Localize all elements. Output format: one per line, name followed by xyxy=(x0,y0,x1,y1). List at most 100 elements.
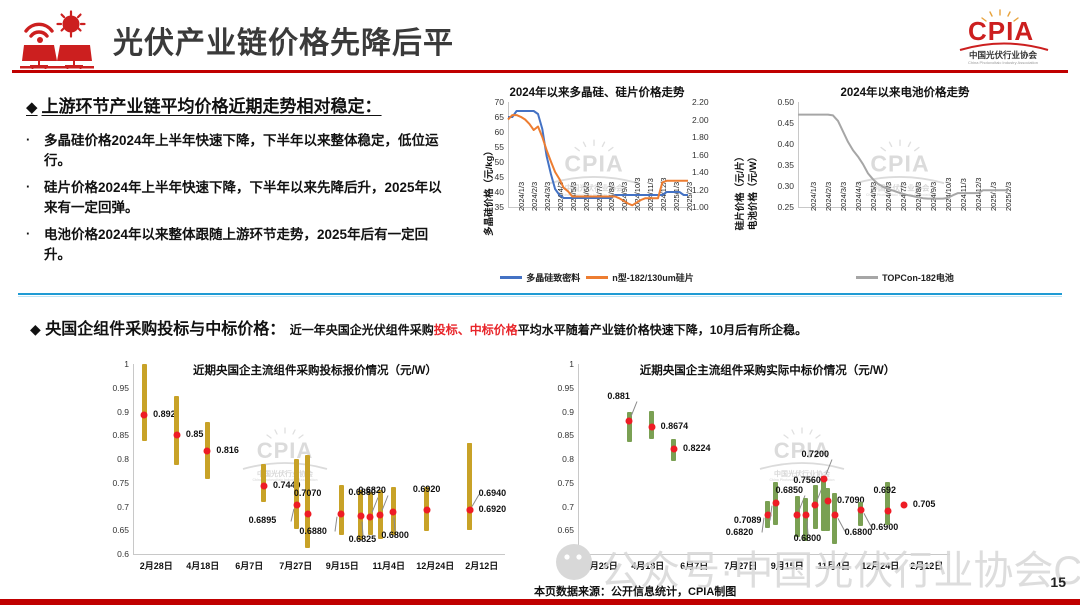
x-tick-label: 6月7日 xyxy=(680,561,709,571)
data-label-11: 0.6900 xyxy=(870,522,899,533)
label-leader-8 xyxy=(825,459,832,476)
data-label-6: 0.6800 xyxy=(793,532,822,543)
range-bar-6 xyxy=(338,485,344,535)
x-tick-label: 4月18日 xyxy=(631,561,665,571)
range-bar-0 xyxy=(141,364,147,441)
data-point-9 xyxy=(376,511,384,519)
y-tick-label: 0.25 xyxy=(777,202,794,212)
data-point-11 xyxy=(423,506,431,514)
legend-label-0: TOPCon-182电池 xyxy=(882,273,954,283)
wechat-watermark-icon xyxy=(556,544,592,580)
data-label-7: 0.6825 xyxy=(348,534,377,545)
chart-title: 近期央国企主流组件采购投标报价情况（元/W） xyxy=(192,365,438,377)
section-divider xyxy=(18,293,1062,295)
section1-bullet-2: · 硅片价格2024年上半年快速下降，下半年以来先降后升，2025年以来有一定回… xyxy=(26,178,448,217)
data-label-1: 0.85 xyxy=(185,429,204,440)
cpia-logo: CPIA 中国光伏行业协会 China Photovoltaic Industr… xyxy=(938,6,1068,66)
chart-cell-price: 2024年以来电池价格走势 电池价格（元/W） CPIA 中国光伏行业协会 Chin… xyxy=(740,84,1070,284)
line-series-0 xyxy=(798,113,1008,200)
y2-tick-label: 1.60 xyxy=(692,149,709,160)
x-tick-label: 12月24日 xyxy=(416,561,455,571)
section1-bullet-2-text: 硅片价格2024年上半年快速下降，下半年以来先降后升，2025年以来有一定回弹。 xyxy=(44,180,442,215)
y-tick-label: 1 xyxy=(569,359,574,369)
data-point-4 xyxy=(772,499,780,507)
x-tick-label: 7月27日 xyxy=(724,561,758,571)
y-tick-label: 0.75 xyxy=(112,477,129,488)
y-tick-label: 0.35 xyxy=(777,160,794,170)
label-leader-6 xyxy=(334,516,338,532)
y-tick-label: 50 xyxy=(494,157,504,167)
y-tick-label: 0.45 xyxy=(777,118,794,128)
data-label-9: 0.7090 xyxy=(836,494,865,505)
y-tick-label: 65 xyxy=(494,112,504,122)
data-point-2 xyxy=(203,447,211,455)
legend-swatch-0 xyxy=(856,276,879,279)
range-bar-9 xyxy=(825,487,831,532)
data-point-1 xyxy=(173,431,181,439)
y-tick-label: 0.9 xyxy=(562,406,574,417)
y-tick-label: 40 xyxy=(494,187,504,197)
svg-text:CPIA: CPIA xyxy=(968,16,1034,46)
data-point-13 xyxy=(466,506,474,514)
data-label-1: 0.8674 xyxy=(660,420,689,431)
svg-text:中国光伏行业协会: 中国光伏行业协会 xyxy=(969,50,1038,60)
data-label-12: 0.692 xyxy=(873,485,897,496)
data-label-6: 0.6880 xyxy=(299,525,327,536)
chart-title: 2024年以来电池价格走势 xyxy=(840,87,970,99)
section1-bullet-1: · 多晶硅价格2024年上半年快速下降，下半年以来整体稳定，低位运行。 xyxy=(26,131,448,170)
y2-tick-label: 1.20 xyxy=(692,184,709,195)
plot-left-axis xyxy=(133,364,134,554)
data-label-13: 0.705 xyxy=(912,499,936,510)
y2-tick-label: 1.80 xyxy=(692,132,709,142)
plot-bottom-axis xyxy=(578,554,950,555)
data-label-4: 0.7089 xyxy=(733,515,762,526)
data-point-8 xyxy=(366,513,374,521)
y-tick-label: 0.7 xyxy=(562,501,574,512)
y-tick-label: 0.95 xyxy=(112,382,129,393)
chart-module-award-price: 近期央国企主流组件采购实际中标价情况（元/W） CPIA 中国光伏行业协会 Chin… xyxy=(540,356,965,571)
data-point-4 xyxy=(293,501,301,509)
section-divider-shadow xyxy=(18,296,1062,297)
plot-bottom-axis xyxy=(798,207,1008,208)
solar-panel-icon xyxy=(12,9,100,70)
range-bar-8 xyxy=(821,475,827,532)
header-divider xyxy=(12,70,1068,73)
legend-swatch-0 xyxy=(500,276,523,279)
label-leader-9 xyxy=(381,495,389,511)
legend-item-0: 多晶硅致密料 xyxy=(500,271,580,284)
line-series-1 xyxy=(507,114,688,207)
y-tick-label: 0.50 xyxy=(777,97,794,107)
data-point-10 xyxy=(831,511,839,519)
data-point-12 xyxy=(884,507,891,515)
line-series-layer xyxy=(798,113,1008,200)
data-point-10 xyxy=(389,508,397,516)
y2-tick-label: 1.40 xyxy=(692,167,709,177)
section2-sub-pre: 近一年央国企光伏组件采购 xyxy=(289,323,434,337)
data-label-8: 0.6880 xyxy=(348,486,376,497)
chart-poly-wafer-price: 2024年以来多晶硅、硅片价格走势 多晶硅价格（元/kg） 硅片价格（元/片） … xyxy=(466,84,746,284)
data-point-3 xyxy=(764,511,772,519)
data-point-6 xyxy=(802,511,810,519)
data-label-7: 0.7560 xyxy=(793,475,821,486)
y-tick-label: 55 xyxy=(494,142,504,152)
y-tick-label: 0.65 xyxy=(557,525,574,536)
data-label-0: 0.892 xyxy=(153,409,176,420)
y-tick-label: 0.8 xyxy=(117,454,129,464)
data-label-12: 0.6920 xyxy=(478,504,507,515)
data-label-8: 0.7200 xyxy=(801,449,830,460)
data-point-8 xyxy=(820,475,828,483)
legend-item-0: TOPCon-182电池 xyxy=(856,271,954,284)
data-label-3: 0.7440 xyxy=(272,479,301,490)
diamond-bullet-icon: ◆ xyxy=(26,99,38,116)
y-tick-label: 0.7 xyxy=(117,501,129,512)
page-title: 光伏产业链价格先降后平 xyxy=(113,27,454,60)
label-leader-0 xyxy=(630,400,638,417)
section1-bullet-3-text: 电池价格2024年以来整体跟随上游环节走势，2025年后有一定回升。 xyxy=(44,227,429,262)
source-note: 本页数据来源：公开信息统计，CPIA制图 xyxy=(534,586,737,598)
range-bar-13 xyxy=(467,443,473,531)
plot-left-axis xyxy=(508,102,509,207)
section2-heading-text: 央国企组件采购投标与中标价格： xyxy=(45,321,286,338)
x-tick-label: 2月12日 xyxy=(910,561,944,571)
y-tick-label: 45 xyxy=(494,172,504,182)
line-series-layer xyxy=(507,110,688,207)
